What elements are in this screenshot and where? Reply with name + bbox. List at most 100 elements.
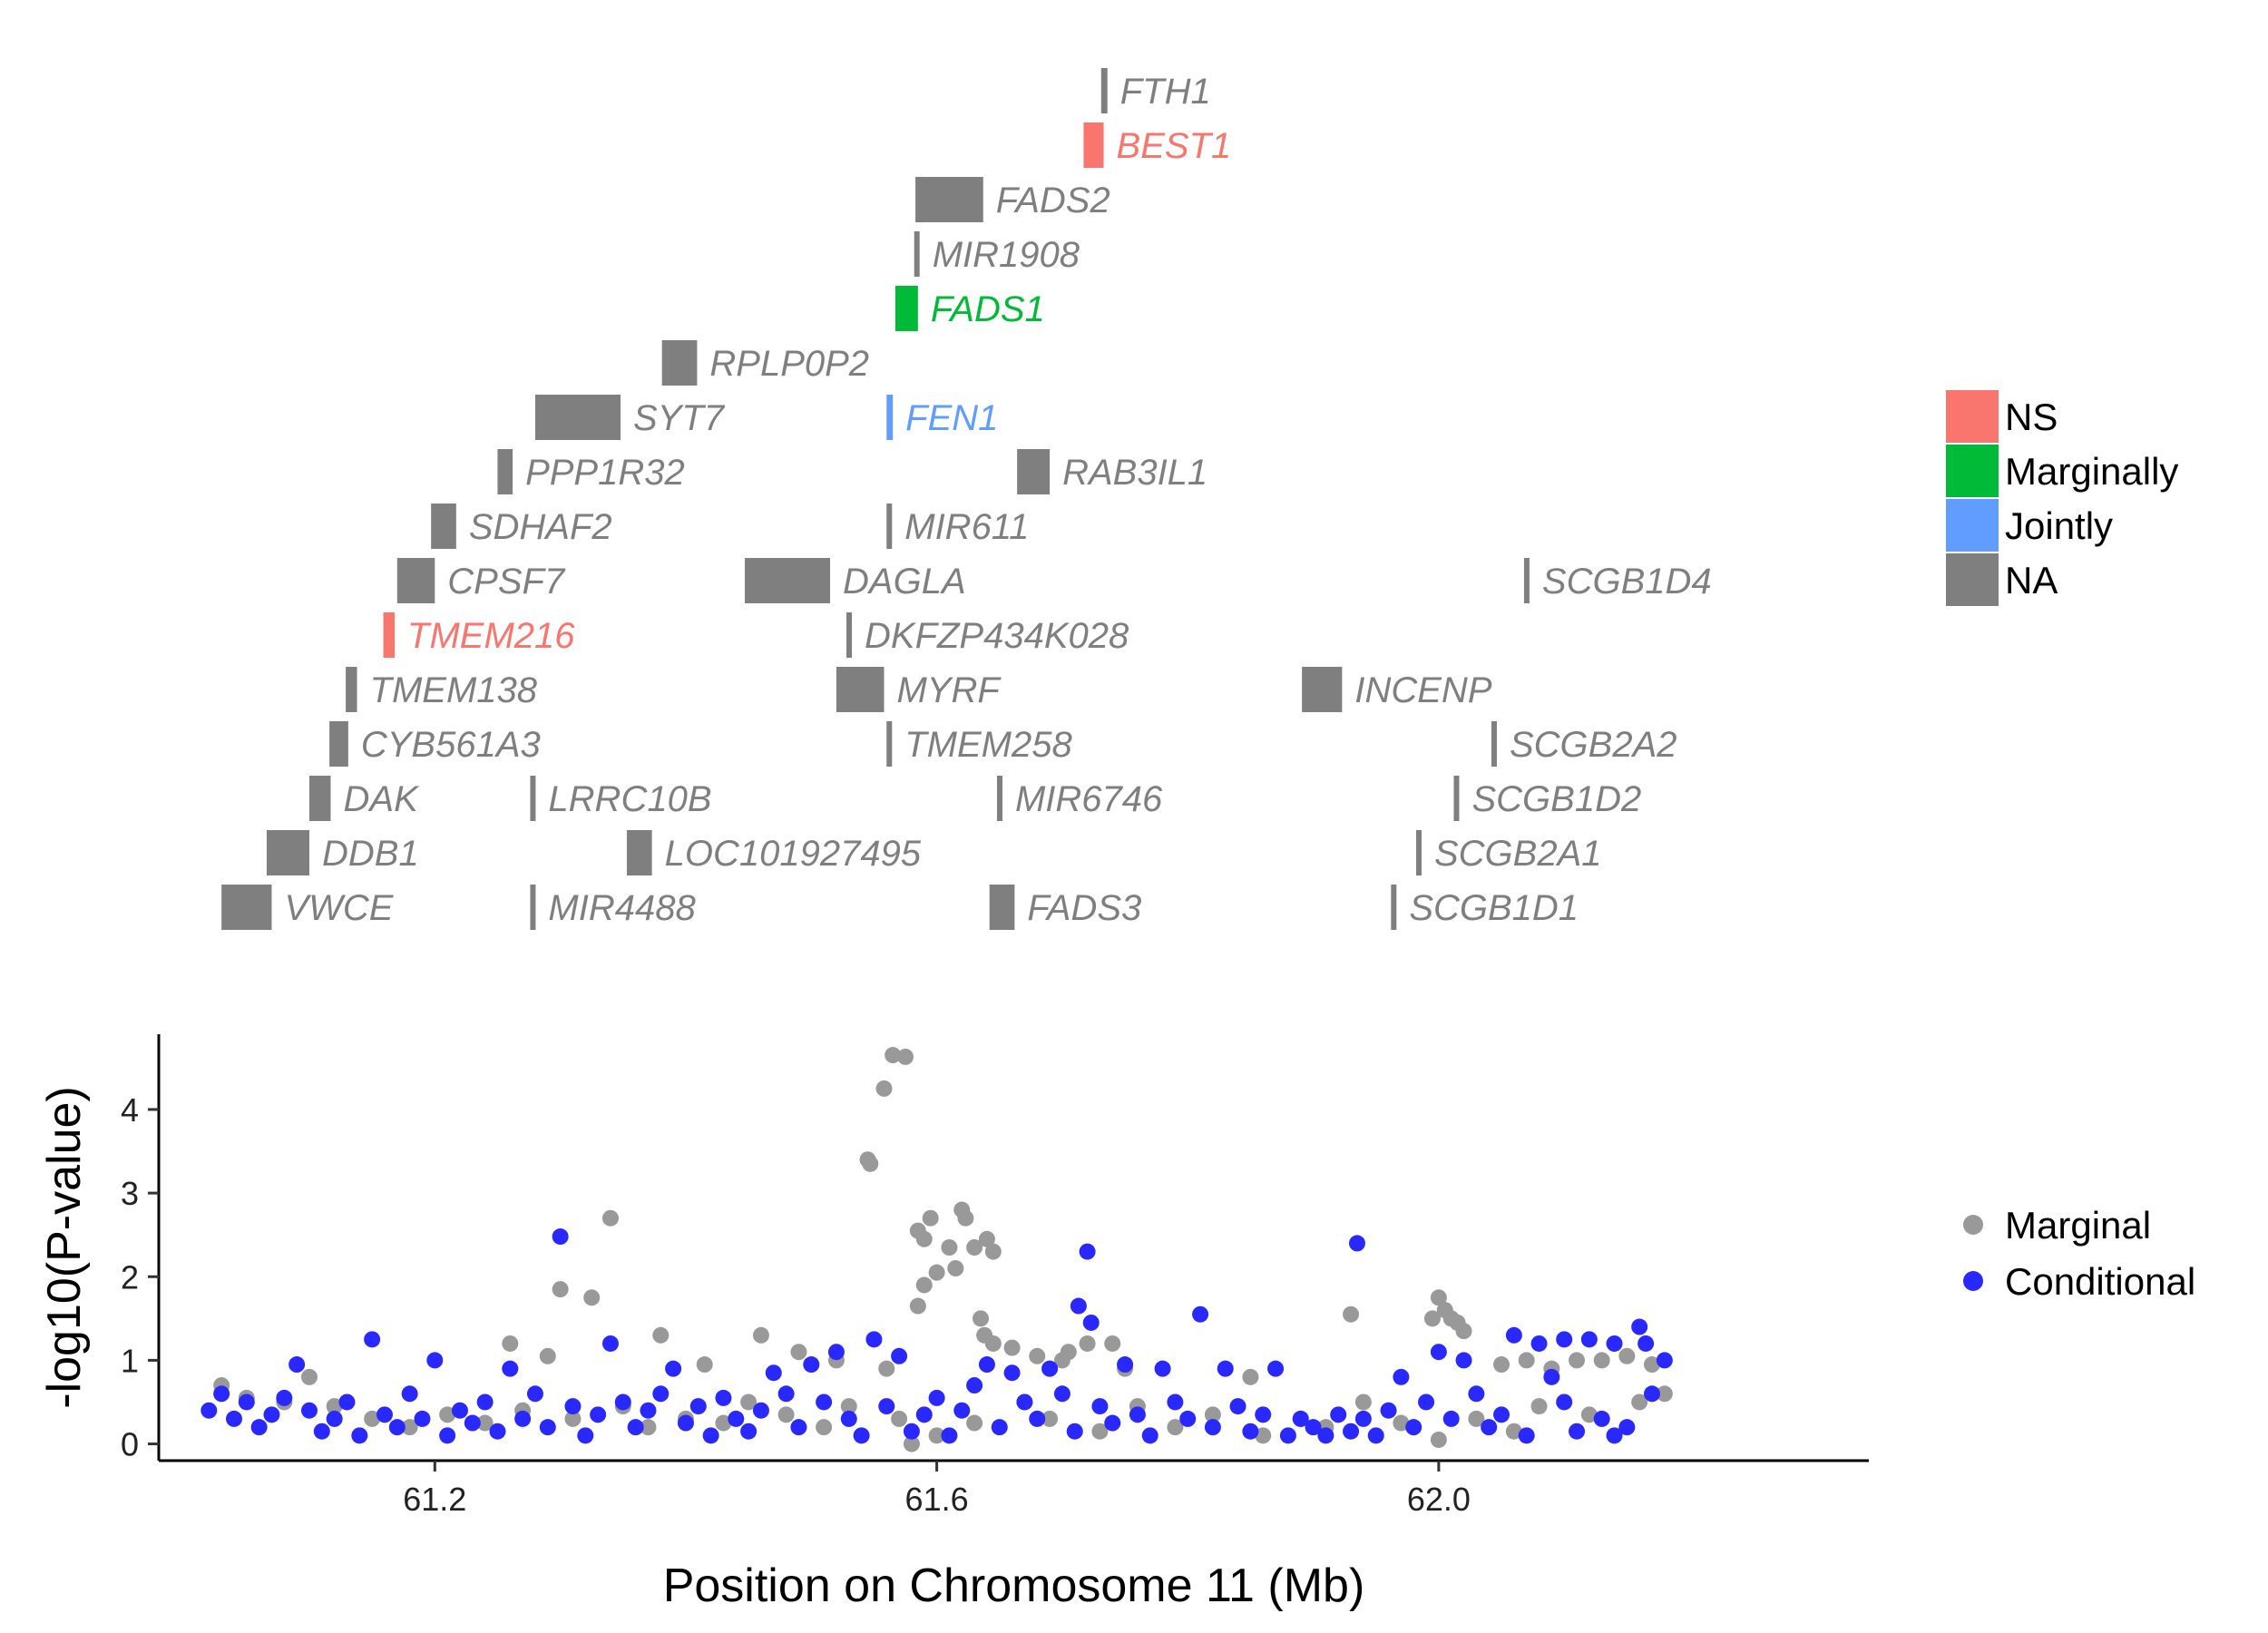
point-conditional-31 — [1656, 1352, 1673, 1369]
gene-block-best1 — [1083, 122, 1104, 168]
gene-block-scgb1d2 — [1453, 776, 1460, 821]
point-conditional-80 — [903, 1423, 920, 1440]
point-conditional-59 — [539, 1419, 556, 1436]
point-marginal-73 — [891, 1410, 908, 1427]
gene-label-tmem216: TMEM216 — [407, 616, 575, 656]
point-marginal-75 — [966, 1414, 983, 1432]
point-marginal-82 — [1255, 1427, 1272, 1444]
point-conditional-83 — [941, 1427, 958, 1444]
gene-block-scgb1d4 — [1523, 558, 1530, 603]
point-conditional-87 — [1016, 1393, 1033, 1411]
point-marginal-92 — [1631, 1393, 1648, 1411]
point-conditional-39 — [238, 1393, 255, 1411]
point-conditional-21 — [1154, 1360, 1171, 1377]
gene-block-dagla — [744, 558, 831, 603]
gene-block-cpsf7 — [396, 558, 435, 603]
point-conditional-77 — [840, 1410, 857, 1427]
point-conditional-90 — [1066, 1423, 1083, 1440]
gene-label-rab3il1: RAB3IL1 — [1062, 453, 1207, 493]
point-conditional-75 — [790, 1419, 807, 1436]
point-conditional-103 — [1305, 1419, 1322, 1436]
gene-label-lrrc10b: LRRC10B — [548, 779, 711, 819]
point-conditional-15 — [765, 1364, 782, 1382]
point-marginal-12 — [957, 1209, 974, 1227]
point-conditional-120 — [1606, 1427, 1623, 1444]
gene-label-scgb2a2: SCGB2A2 — [1510, 725, 1677, 765]
gene-block-scgb1d1 — [1391, 885, 1397, 930]
y-axis-title: -log10(P-value) — [38, 1086, 91, 1409]
point-conditional-48 — [376, 1406, 393, 1423]
point-marginal-18 — [928, 1264, 945, 1281]
point-conditional-2 — [1348, 1235, 1365, 1252]
point-conditional-52 — [439, 1427, 456, 1444]
gene-label-dagla: DAGLA — [843, 562, 966, 601]
point-marginal-38 — [1518, 1352, 1535, 1369]
point-marginal-94 — [903, 1435, 920, 1452]
point-marginal-23 — [984, 1335, 1002, 1352]
point-marginal-60 — [401, 1419, 418, 1436]
point-marginal-31 — [1430, 1289, 1447, 1306]
y-tick-label-3: 3 — [121, 1175, 139, 1212]
gene-block-rplp0p2 — [661, 340, 698, 386]
gene-label-mir6746: MIR6746 — [1015, 779, 1163, 819]
gene-label-fth1: FTH1 — [1120, 72, 1211, 112]
point-conditional-78 — [853, 1427, 870, 1444]
point-marginal-93 — [1656, 1385, 1673, 1403]
scatter-points — [200, 1047, 1673, 1452]
point-marginal-86 — [1393, 1414, 1410, 1432]
legend-key-ns — [1946, 390, 1999, 443]
point-marginal-15 — [978, 1230, 995, 1247]
point-conditional-108 — [1367, 1427, 1384, 1444]
point-conditional-102 — [1292, 1410, 1309, 1427]
legend-key-marginal — [1963, 1215, 1983, 1235]
scatter-panel: 61.2 61.6 62.0 0 1 2 3 4 Position on Chromosome … — [38, 1034, 1869, 1612]
legend-key-jointly — [1946, 499, 1999, 552]
point-conditional-24 — [1505, 1326, 1522, 1344]
gene-block-myrf — [836, 667, 885, 712]
point-conditional-1 — [1079, 1243, 1096, 1260]
point-conditional-88 — [1029, 1410, 1046, 1427]
point-conditional-16 — [803, 1356, 820, 1374]
point-conditional-93 — [1129, 1406, 1146, 1423]
point-marginal-50 — [878, 1360, 895, 1377]
point-marginal-52 — [790, 1344, 807, 1361]
legend-label-na: NA — [2005, 559, 2058, 601]
gene-label-cyb561a3: CYB561A3 — [361, 725, 541, 765]
point-marginal-59 — [364, 1410, 381, 1427]
point-conditional-76 — [816, 1393, 833, 1411]
x-axis-title: Position on Chromosome 11 (Mb) — [663, 1560, 1365, 1612]
point-marginal-54 — [1242, 1368, 1259, 1385]
gene-label-fads3: FADS3 — [1027, 888, 1141, 928]
point-conditional-56 — [489, 1423, 506, 1440]
gene-label-tmem258: TMEM258 — [904, 725, 1072, 765]
point-marginal-4 — [862, 1155, 879, 1172]
gene-label-loc101927495: LOC101927495 — [665, 834, 922, 874]
gene-label-fads2: FADS2 — [996, 181, 1110, 220]
point-conditional-104 — [1317, 1427, 1334, 1444]
point-marginal-87 — [1430, 1431, 1447, 1448]
point-conditional-7 — [601, 1335, 619, 1352]
point-conditional-47 — [351, 1427, 368, 1444]
gene-label-scgb1d1: SCGB1D1 — [1409, 888, 1579, 928]
point-conditional-11 — [891, 1347, 908, 1364]
point-conditional-115 — [1493, 1406, 1510, 1423]
point-conditional-84 — [953, 1402, 971, 1419]
point-conditional-17 — [978, 1356, 995, 1374]
gene-label-mir1908: MIR1908 — [933, 235, 1080, 275]
gene-block-fth1 — [1100, 68, 1108, 113]
point-conditional-36 — [200, 1402, 218, 1419]
gene-label-ppp1r32: PPP1R32 — [525, 453, 685, 493]
point-conditional-97 — [1204, 1419, 1221, 1436]
point-conditional-49 — [388, 1419, 406, 1436]
y-tick-label-0: 0 — [121, 1426, 139, 1463]
gene-block-scgb2a1 — [1415, 830, 1422, 875]
point-conditional-65 — [640, 1402, 657, 1419]
point-marginal-69 — [740, 1393, 758, 1411]
point-conditional-0 — [552, 1228, 569, 1246]
point-conditional-112 — [1442, 1410, 1460, 1427]
point-conditional-92 — [1104, 1414, 1121, 1432]
gene-label-best1: BEST1 — [1117, 126, 1232, 166]
gene-block-tmem258 — [886, 721, 893, 767]
point-conditional-89 — [1053, 1385, 1070, 1403]
point-conditional-73 — [752, 1402, 769, 1419]
